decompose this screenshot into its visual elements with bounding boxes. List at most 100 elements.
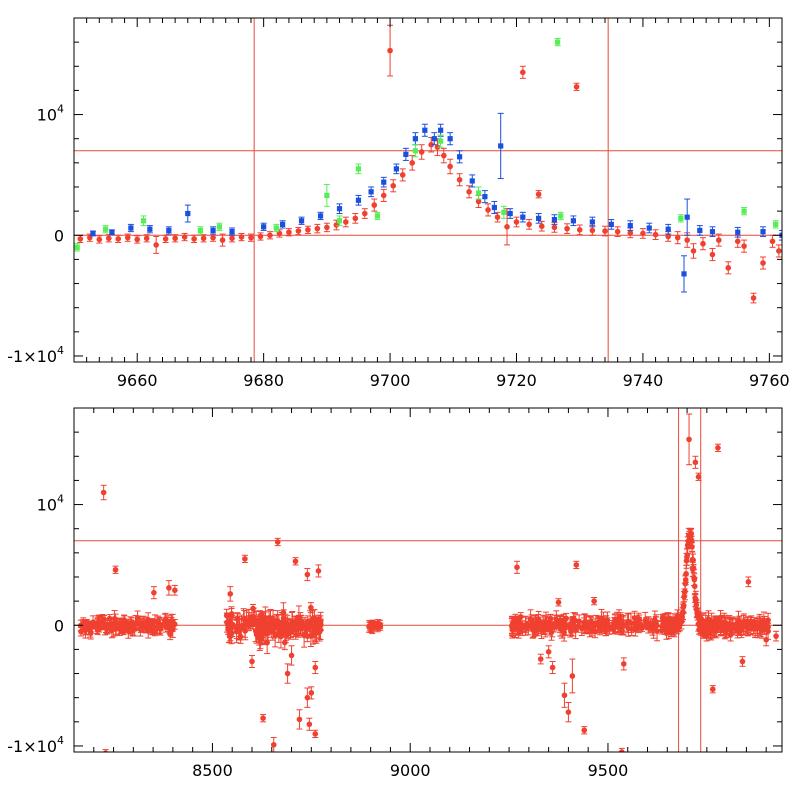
data-point-red	[576, 224, 583, 236]
data-point-blue	[355, 194, 362, 206]
data-point-red	[229, 234, 236, 243]
data-point-red	[284, 663, 291, 684]
data-point-green	[74, 243, 81, 252]
data-point-red	[674, 231, 681, 245]
data-point-red	[747, 622, 754, 635]
data-point-red	[639, 228, 646, 239]
data-point-red	[547, 613, 554, 624]
data-point-red	[625, 613, 632, 630]
data-point-red	[699, 237, 706, 251]
plot-frame	[73, 17, 783, 363]
data-point-red	[295, 226, 302, 236]
data-point-red	[709, 685, 716, 694]
y-tick-label: 0	[54, 226, 64, 245]
y-tick-label: 104	[37, 493, 64, 515]
data-point-blue	[665, 223, 672, 235]
data-point-red	[134, 235, 141, 244]
data-point-blue	[108, 229, 115, 236]
data-point-red	[285, 617, 292, 633]
data-point-red	[259, 611, 266, 624]
data-point-red	[312, 660, 319, 675]
data-point-red	[138, 625, 145, 633]
data-point-blue	[497, 112, 504, 180]
data-point-red	[390, 179, 397, 193]
data-point-red	[102, 749, 109, 752]
data-point-green	[412, 144, 419, 158]
data-point-red	[558, 621, 565, 639]
data-point-blue	[402, 147, 409, 161]
data-point-red	[409, 155, 416, 171]
data-point-red	[637, 620, 644, 629]
data-point-red	[509, 620, 516, 639]
data-point-blue	[336, 203, 343, 215]
data-point-green	[323, 184, 330, 207]
data-point-red	[312, 729, 319, 739]
data-point-red	[304, 225, 311, 234]
data-point-red	[737, 620, 744, 636]
data-point-red	[314, 223, 321, 234]
data-point-red	[112, 565, 119, 574]
data-point-blue	[412, 132, 419, 146]
data-point-red	[288, 645, 295, 666]
data-point-red	[317, 615, 324, 628]
data-point-green	[772, 220, 779, 229]
data-point-red	[620, 657, 627, 671]
data-point-red	[143, 234, 150, 243]
data-point-red	[692, 455, 699, 469]
data-point-red	[77, 234, 84, 244]
data-point-red	[555, 598, 562, 607]
data-point-red	[241, 554, 248, 563]
data-point-green	[140, 215, 147, 227]
data-point-red	[535, 190, 542, 199]
data-point-red	[238, 232, 245, 242]
data-point-red	[399, 168, 406, 182]
data-point-blue	[681, 255, 688, 293]
data-point-green	[374, 211, 381, 221]
data-point-red	[753, 621, 760, 631]
data-point-green	[475, 186, 482, 200]
data-point-red	[248, 233, 254, 242]
data-point-red	[96, 617, 103, 630]
data-point-blue	[519, 211, 526, 223]
data-point-red	[304, 568, 311, 582]
data-point-red	[298, 615, 305, 628]
data-point-red	[153, 235, 160, 254]
data-point-blue	[507, 208, 514, 219]
data-point-red	[191, 234, 198, 244]
data-point-red	[741, 239, 748, 253]
data-point-red	[167, 616, 174, 634]
data-point-blue	[684, 198, 691, 236]
data-point-red	[333, 219, 340, 231]
data-point-red	[323, 222, 330, 233]
data-point-red	[569, 658, 576, 694]
data-point-red	[526, 219, 533, 230]
data-point-red	[276, 229, 283, 238]
data-point-red	[715, 233, 722, 247]
x-tick-label: 9720	[496, 371, 537, 390]
data-point-red	[614, 226, 621, 237]
data-point-blue	[298, 216, 305, 225]
data-point-red	[373, 621, 380, 631]
data-point-red	[581, 726, 588, 735]
data-point-red	[769, 234, 776, 248]
data-point-red	[616, 609, 623, 626]
data-point-red	[594, 615, 601, 634]
y-tick-label: 0	[54, 616, 64, 635]
data-point-blue	[146, 225, 153, 234]
data-point-red	[165, 580, 172, 596]
data-point-red	[714, 443, 721, 452]
data-point-red	[763, 633, 770, 647]
data-point-blue	[734, 226, 741, 238]
bottom-panel-full-chart: 8500 9000 9500 -1×104 0 104	[7, 407, 783, 780]
data-point-blue	[447, 132, 454, 146]
data-point-blue	[380, 176, 387, 188]
data-point-red	[632, 622, 639, 637]
data-point-red	[727, 628, 734, 642]
data-point-red	[151, 628, 158, 637]
data-point-red	[285, 228, 292, 237]
data-point-red	[576, 614, 583, 629]
data-point-red	[618, 747, 625, 752]
data-point-red	[428, 136, 435, 153]
data-point-red	[713, 623, 720, 639]
